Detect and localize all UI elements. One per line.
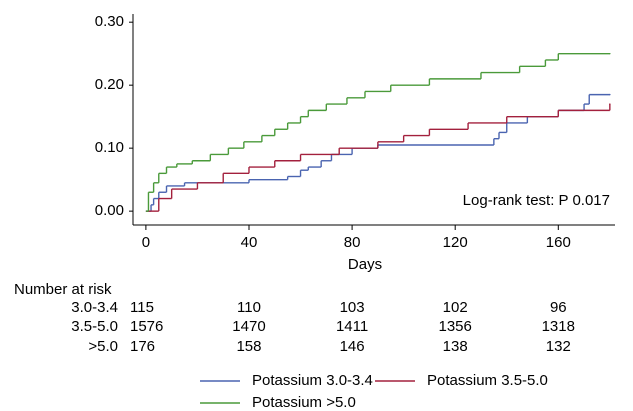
legend-label: Potassium 3.0-3.4: [252, 372, 373, 389]
risk-value: 138: [443, 338, 468, 355]
y-tick-label: 0.30: [95, 13, 124, 30]
risk-value: 102: [443, 299, 468, 316]
risk-row-label: 3.5-5.0: [71, 318, 118, 335]
step-end: [609, 103, 611, 105]
risk-value: 132: [546, 338, 571, 355]
step-end: [609, 52, 611, 55]
risk-value: 158: [236, 338, 261, 355]
risk-row-label: >5.0: [88, 338, 118, 355]
risk-value: 1576: [130, 318, 163, 335]
x-tick-label: 0: [142, 234, 150, 251]
step-end: [609, 93, 611, 96]
risk-value: 110: [237, 299, 261, 316]
risk-value: 176: [130, 338, 155, 355]
risk-value: 1470: [232, 318, 265, 335]
legend-label: Potassium >5.0: [252, 394, 356, 411]
x-tick-label: 40: [241, 234, 258, 251]
y-tick-label: 0.10: [95, 139, 124, 156]
risk-value: 103: [340, 299, 365, 316]
y-tick-label: 0.20: [95, 76, 124, 93]
risk-value: 1318: [542, 318, 575, 335]
legend-label: Potassium 3.5-5.0: [427, 372, 548, 389]
risk-value: 146: [340, 338, 365, 355]
y-tick-label: 0.00: [95, 202, 124, 219]
x-tick-label: 160: [546, 234, 571, 251]
x-tick-label: 80: [344, 234, 361, 251]
risk-table-title: Number at risk: [14, 281, 112, 298]
risk-row-label: 3.0-3.4: [71, 299, 118, 316]
risk-value: 96: [550, 299, 567, 316]
annotation: Log-rank test: P 0.017: [463, 192, 610, 209]
risk-value: 1411: [336, 318, 368, 335]
x-tick-label: 120: [443, 234, 468, 251]
risk-value: 1356: [439, 318, 472, 335]
risk-value: 115: [130, 299, 154, 316]
x-axis-label: Days: [348, 256, 382, 273]
